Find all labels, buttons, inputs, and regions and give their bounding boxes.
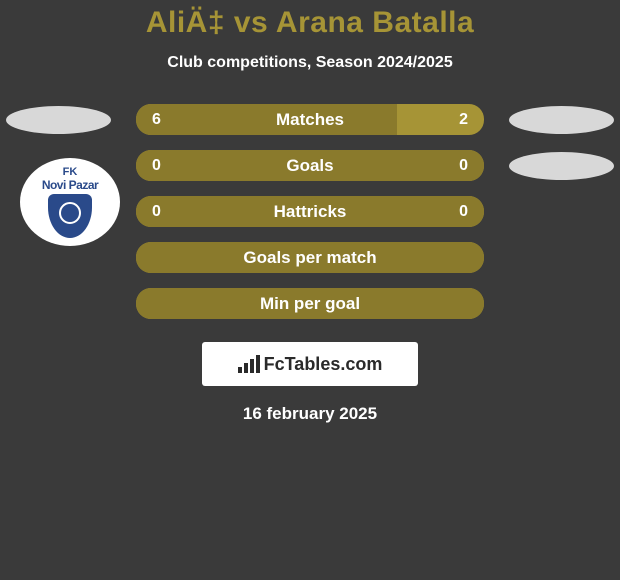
- player-right-placeholder: [509, 106, 614, 134]
- stat-bar: Min per goal: [136, 288, 484, 319]
- player-right-placeholder: [509, 152, 614, 180]
- stat-bar: 00Goals: [136, 150, 484, 181]
- stat-bar: Goals per match: [136, 242, 484, 273]
- player-left-club-badge: FKNovi Pazar: [20, 158, 120, 246]
- bar-chart-icon: [238, 355, 260, 373]
- club-badge-text-mid: Novi Pazar: [42, 178, 98, 192]
- stat-label: Min per goal: [136, 288, 484, 319]
- stat-label: Goals per match: [136, 242, 484, 273]
- player-left-placeholder: [6, 106, 111, 134]
- stat-label: Matches: [136, 104, 484, 135]
- watermark-badge: FcTables.com: [202, 342, 418, 386]
- page-title: AliÄ‡ vs Arana Batalla: [0, 6, 620, 40]
- subtitle: Club competitions, Season 2024/2025: [0, 54, 620, 72]
- stat-bar: 62Matches: [136, 104, 484, 135]
- stat-row: Min per goal: [0, 288, 620, 334]
- stat-rows: 62Matches 00Goals 00Hattricks Goals per mat…: [0, 104, 620, 334]
- comparison-container: AliÄ‡ vs Arana Batalla Club competitions…: [0, 0, 620, 424]
- date-label: 16 february 2025: [0, 404, 620, 424]
- watermark-text: FcTables.com: [264, 354, 383, 375]
- stat-row: 62Matches: [0, 104, 620, 150]
- stat-label: Goals: [136, 150, 484, 181]
- club-badge-text-top: FK: [63, 166, 78, 178]
- stat-bar: 00Hattricks: [136, 196, 484, 227]
- stat-row: Goals per match: [0, 242, 620, 288]
- stat-label: Hattricks: [136, 196, 484, 227]
- shield-icon: [48, 194, 92, 238]
